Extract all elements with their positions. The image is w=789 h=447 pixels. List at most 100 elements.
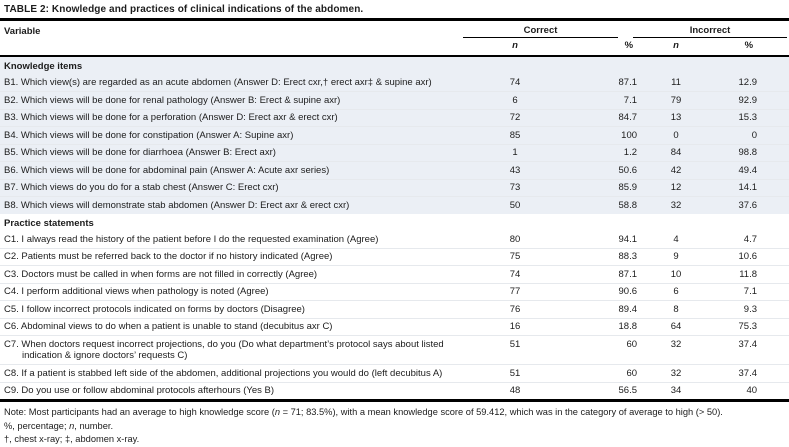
cell-correct-pct: 84.7 <box>570 108 646 127</box>
table-row: B1. Which view(s) are regarded as an acu… <box>0 74 789 92</box>
cell-incorrect-n: 9 <box>645 247 708 266</box>
cell-correct-pct: 58.8 <box>570 196 646 214</box>
column-header-variable: Variable <box>0 21 460 57</box>
cell-variable: C4. I perform additional views when path… <box>0 282 460 301</box>
cell-incorrect-n: 79 <box>645 91 708 109</box>
table-row: C8. If a patient is stabbed left side of… <box>0 364 789 382</box>
cell-incorrect-pct: 15.3 <box>707 108 789 127</box>
subheader-row: n % n % <box>0 38 789 57</box>
cell-incorrect-pct: 0 <box>707 126 789 144</box>
cell-incorrect-pct: 11.8 <box>707 265 789 283</box>
cell-correct-pct: 87.1 <box>570 265 646 283</box>
table-row: B8. Which views will demonstrate stab ab… <box>0 196 789 214</box>
column-header-incorrect-pct: % <box>707 38 789 57</box>
table-row: C4. I perform additional views when path… <box>0 282 789 301</box>
cell-correct-n: 80 <box>509 233 521 245</box>
group-header-row: Variable Correct Incorrect <box>0 21 789 57</box>
cell-incorrect-n: 32 <box>645 335 708 365</box>
table-row: C3. Doctors must be called in when forms… <box>0 265 789 283</box>
column-header-correct-n: n <box>460 38 570 57</box>
cell-correct-pct: 18.8 <box>570 317 646 336</box>
note-italic-n: n <box>274 407 280 417</box>
cell-correct-n: 74 <box>509 77 521 88</box>
cell-incorrect-n: 34 <box>645 381 708 401</box>
cell-incorrect-n: 10 <box>645 265 708 283</box>
note-line: †, chest x-ray; ‡, abdomen x-ray. <box>4 433 785 447</box>
cell-correct-n: 50 <box>460 196 570 214</box>
note-text: †, chest x-ray; ‡, abdomen x-ray. <box>4 434 140 444</box>
cell-correct-n: 75 <box>460 247 570 266</box>
table-row: B4. Which views will be done for constip… <box>0 126 789 144</box>
note-line: Note: Most participants had an average t… <box>4 406 785 420</box>
section-header-label: Knowledge items <box>4 61 83 72</box>
cell-correct-pct: 89.4 <box>570 300 646 318</box>
cell-correct-n: 74 <box>460 265 570 283</box>
cell-correct-pct: 1.2 <box>570 143 646 162</box>
cell-incorrect-n: 4 <box>673 233 679 245</box>
table-row: C1. I always read the history of the pat… <box>0 231 789 248</box>
cell-incorrect-n: 32 <box>645 364 708 382</box>
cell-correct-pct: 90.6 <box>570 282 646 301</box>
cell-incorrect-pct: 12.9 <box>738 77 758 88</box>
cell-variable: C1. I always read the history of the pat… <box>4 233 379 245</box>
cell-variable: C8. If a patient is stabbed left side of… <box>0 364 460 382</box>
cell-correct-n: 77 <box>460 282 570 301</box>
cell-correct-n: 43 <box>460 161 570 179</box>
note-text: = 71; 83.5%), with a mean knowledge scor… <box>279 407 723 417</box>
cell-correct-pct: 87.1 <box>618 77 638 88</box>
table-row: C9. Do you use or follow abdominal proto… <box>0 381 789 401</box>
knowledge-practices-table: Variable Correct Incorrect n % n % Knowl… <box>0 21 789 402</box>
cell-incorrect-n: 8 <box>645 300 708 318</box>
cell-incorrect-n: 13 <box>645 108 708 127</box>
cell-variable: C5. I follow incorrect protocols indicat… <box>0 300 460 318</box>
table-row: C7. When doctors request incorrect proje… <box>0 335 789 365</box>
cell-incorrect-n: 84 <box>645 143 708 162</box>
table-body: Knowledge items B1. Which view(s) are reg… <box>0 56 789 401</box>
table-notes: Note: Most participants had an average t… <box>0 402 789 447</box>
cell-correct-n: 76 <box>460 300 570 318</box>
cell-correct-n: 72 <box>460 108 570 127</box>
column-group-incorrect: Incorrect <box>633 21 789 38</box>
cell-variable: C6. Abdominal views to do when a patient… <box>0 317 460 336</box>
cell-incorrect-pct: 75.3 <box>707 317 789 336</box>
cell-correct-n: 51 <box>460 364 570 382</box>
cell-correct-pct: 85.9 <box>570 178 646 197</box>
table-row: B7. Which views do you do for a stab che… <box>0 178 789 197</box>
note-text: , number. <box>74 420 114 431</box>
table-row: C2. Patients must be referred back to th… <box>0 247 789 266</box>
cell-variable: B4. Which views will be done for constip… <box>0 126 460 144</box>
cell-incorrect-n: 32 <box>645 196 708 214</box>
table-row: C6. Abdominal views to do when a patient… <box>0 317 789 336</box>
column-header-incorrect-n: n <box>645 38 708 57</box>
cell-incorrect-pct: 9.3 <box>707 300 789 318</box>
cell-correct-pct: 56.5 <box>570 381 646 401</box>
table-row: B6. Which views will be done for abdomin… <box>0 161 789 179</box>
cell-variable: B2. Which views will be done for renal p… <box>0 91 460 109</box>
cell-incorrect-n: 0 <box>645 126 708 144</box>
cell-variable: B5. Which views will be done for diarrho… <box>0 143 460 162</box>
cell-incorrect-pct: 14.1 <box>707 178 789 197</box>
cell-variable: C7. When doctors request incorrect proje… <box>0 335 460 365</box>
column-group-correct: Correct <box>460 21 645 38</box>
note-text: Note: Most participants had an average t… <box>4 407 275 417</box>
cell-incorrect-n: 42 <box>645 161 708 179</box>
column-header-correct-pct: % <box>570 38 646 57</box>
cell-correct-pct: 50.6 <box>570 161 646 179</box>
cell-variable: C9. Do you use or follow abdominal proto… <box>0 381 460 401</box>
table-row: C5. I follow incorrect protocols indicat… <box>0 300 789 318</box>
cell-incorrect-pct: 37.4 <box>707 364 789 382</box>
note-line: %, percentage; n, number. <box>4 420 785 434</box>
cell-incorrect-n: 12 <box>645 178 708 197</box>
cell-incorrect-pct: 10.6 <box>707 247 789 266</box>
cell-variable: B8. Which views will demonstrate stab ab… <box>0 196 460 214</box>
note-text: %, percentage; <box>4 420 70 431</box>
cell-incorrect-pct: 7.1 <box>707 282 789 301</box>
section-header-row: Knowledge items <box>0 56 789 75</box>
cell-incorrect-pct: 98.8 <box>707 143 789 162</box>
cell-variable: B6. Which views will be done for abdomin… <box>0 161 460 179</box>
cell-correct-n: 85 <box>460 126 570 144</box>
section-header-label: Practice statements <box>4 217 94 229</box>
section-header-row: Practice statements <box>0 214 789 232</box>
cell-incorrect-pct: 37.4 <box>707 335 789 365</box>
